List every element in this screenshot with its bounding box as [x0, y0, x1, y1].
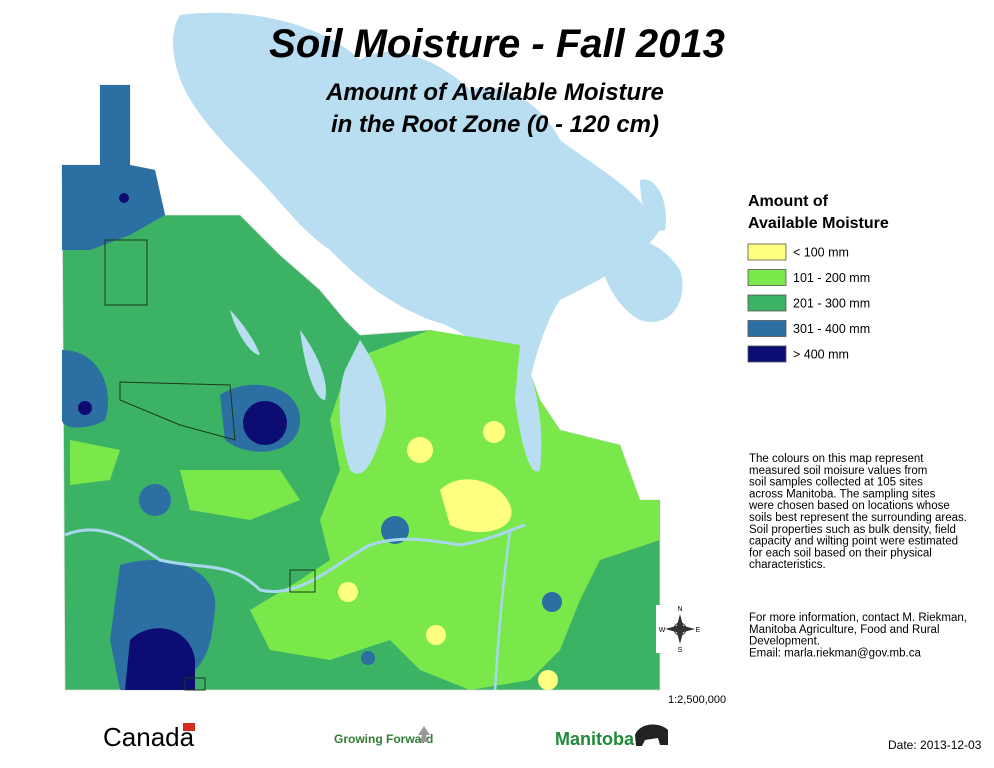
zone-under-100 [407, 437, 433, 463]
compass-n: N [677, 606, 682, 613]
logo-growing-forward: Growing Forward [334, 732, 433, 746]
zone-101-200 [180, 470, 300, 520]
zone-under-100 [538, 670, 558, 690]
legend-swatch [747, 294, 787, 312]
compass-s: S [678, 647, 683, 654]
contact-line: For more information, contact M. Riekman… [749, 612, 967, 624]
description-line: capacity and wilting point were estimate… [749, 536, 958, 548]
description-line: soil samples collected at 105 sites [749, 477, 923, 489]
zone-under-100 [440, 479, 512, 533]
description-line: for each soil based on their physical [749, 547, 932, 559]
contact-line: Development. [749, 636, 820, 648]
zone-under-100 [338, 582, 358, 602]
contact-line: Email: marla.riekman@gov.mb.ca [749, 647, 921, 659]
water [173, 12, 683, 420]
description-line: soils best represent the surrounding are… [749, 512, 967, 524]
legend-label: > 400 mm [793, 348, 849, 362]
legend: Amount of Available Moisture < 100 mm 101… [747, 193, 889, 363]
date: Date: 2013-12-03 [888, 738, 982, 752]
zone-over-400 [119, 193, 129, 203]
legend-label: < 100 mm [793, 246, 849, 260]
flag [183, 723, 195, 731]
scale: 1:2,500,000 [668, 694, 726, 706]
description-line: measured soil moisure values from [749, 465, 927, 477]
legend-swatch [747, 243, 787, 261]
zone-over-400 [125, 628, 195, 690]
legend-title: Available Moisture [748, 215, 889, 232]
legend-title: Amount of [748, 193, 829, 210]
zone-301-400 [542, 592, 562, 612]
zone-301-400 [139, 484, 171, 516]
lakes [230, 310, 542, 474]
compass-e: E [696, 627, 701, 634]
river [64, 523, 526, 594]
map-title: Soil Moisture - Fall 2013 [269, 22, 725, 66]
description: The colours on this map representmeasure… [748, 453, 967, 659]
compass-w: W [659, 627, 666, 634]
zone-over-400 [78, 401, 92, 415]
legend-swatch [747, 269, 787, 286]
bison [635, 724, 668, 746]
river [493, 529, 512, 691]
zone-101-200 [70, 440, 120, 485]
map-subtitle: Amount of Available Moisture [325, 79, 664, 106]
logo-canada: Canada [103, 722, 195, 752]
zone-301-400 [381, 516, 409, 544]
compass: N E S W [656, 605, 704, 654]
description-line: Soil properties such as bulk density, fi… [749, 524, 956, 536]
zone-301-400 [62, 350, 109, 428]
logo-manitoba: Manitoba [555, 729, 635, 749]
description-line: were chosen based on locations whose [748, 500, 950, 512]
zone-under-100 [426, 625, 446, 645]
contact-line: Manitoba Agriculture, Food and Rural [749, 624, 940, 636]
legend-swatch [747, 320, 787, 337]
leaf [418, 726, 430, 742]
map-subtitle: in the Root Zone (0 - 120 cm) [331, 111, 659, 138]
legend-swatch [747, 345, 787, 363]
description-line: across Manitoba. The sampling sites [749, 488, 936, 500]
legend-label: 201 - 300 mm [793, 297, 870, 311]
description-line: characteristics. [749, 559, 826, 571]
zone-under-100 [483, 421, 505, 443]
zone-301-400 [62, 85, 165, 250]
legend-label: 301 - 400 mm [793, 322, 870, 336]
zone-over-400 [243, 401, 287, 445]
hatched-area [104, 239, 316, 691]
zone-301-400 [361, 651, 375, 665]
legend-label: 101 - 200 mm [793, 271, 870, 285]
description-line: The colours on this map represent [749, 453, 924, 465]
